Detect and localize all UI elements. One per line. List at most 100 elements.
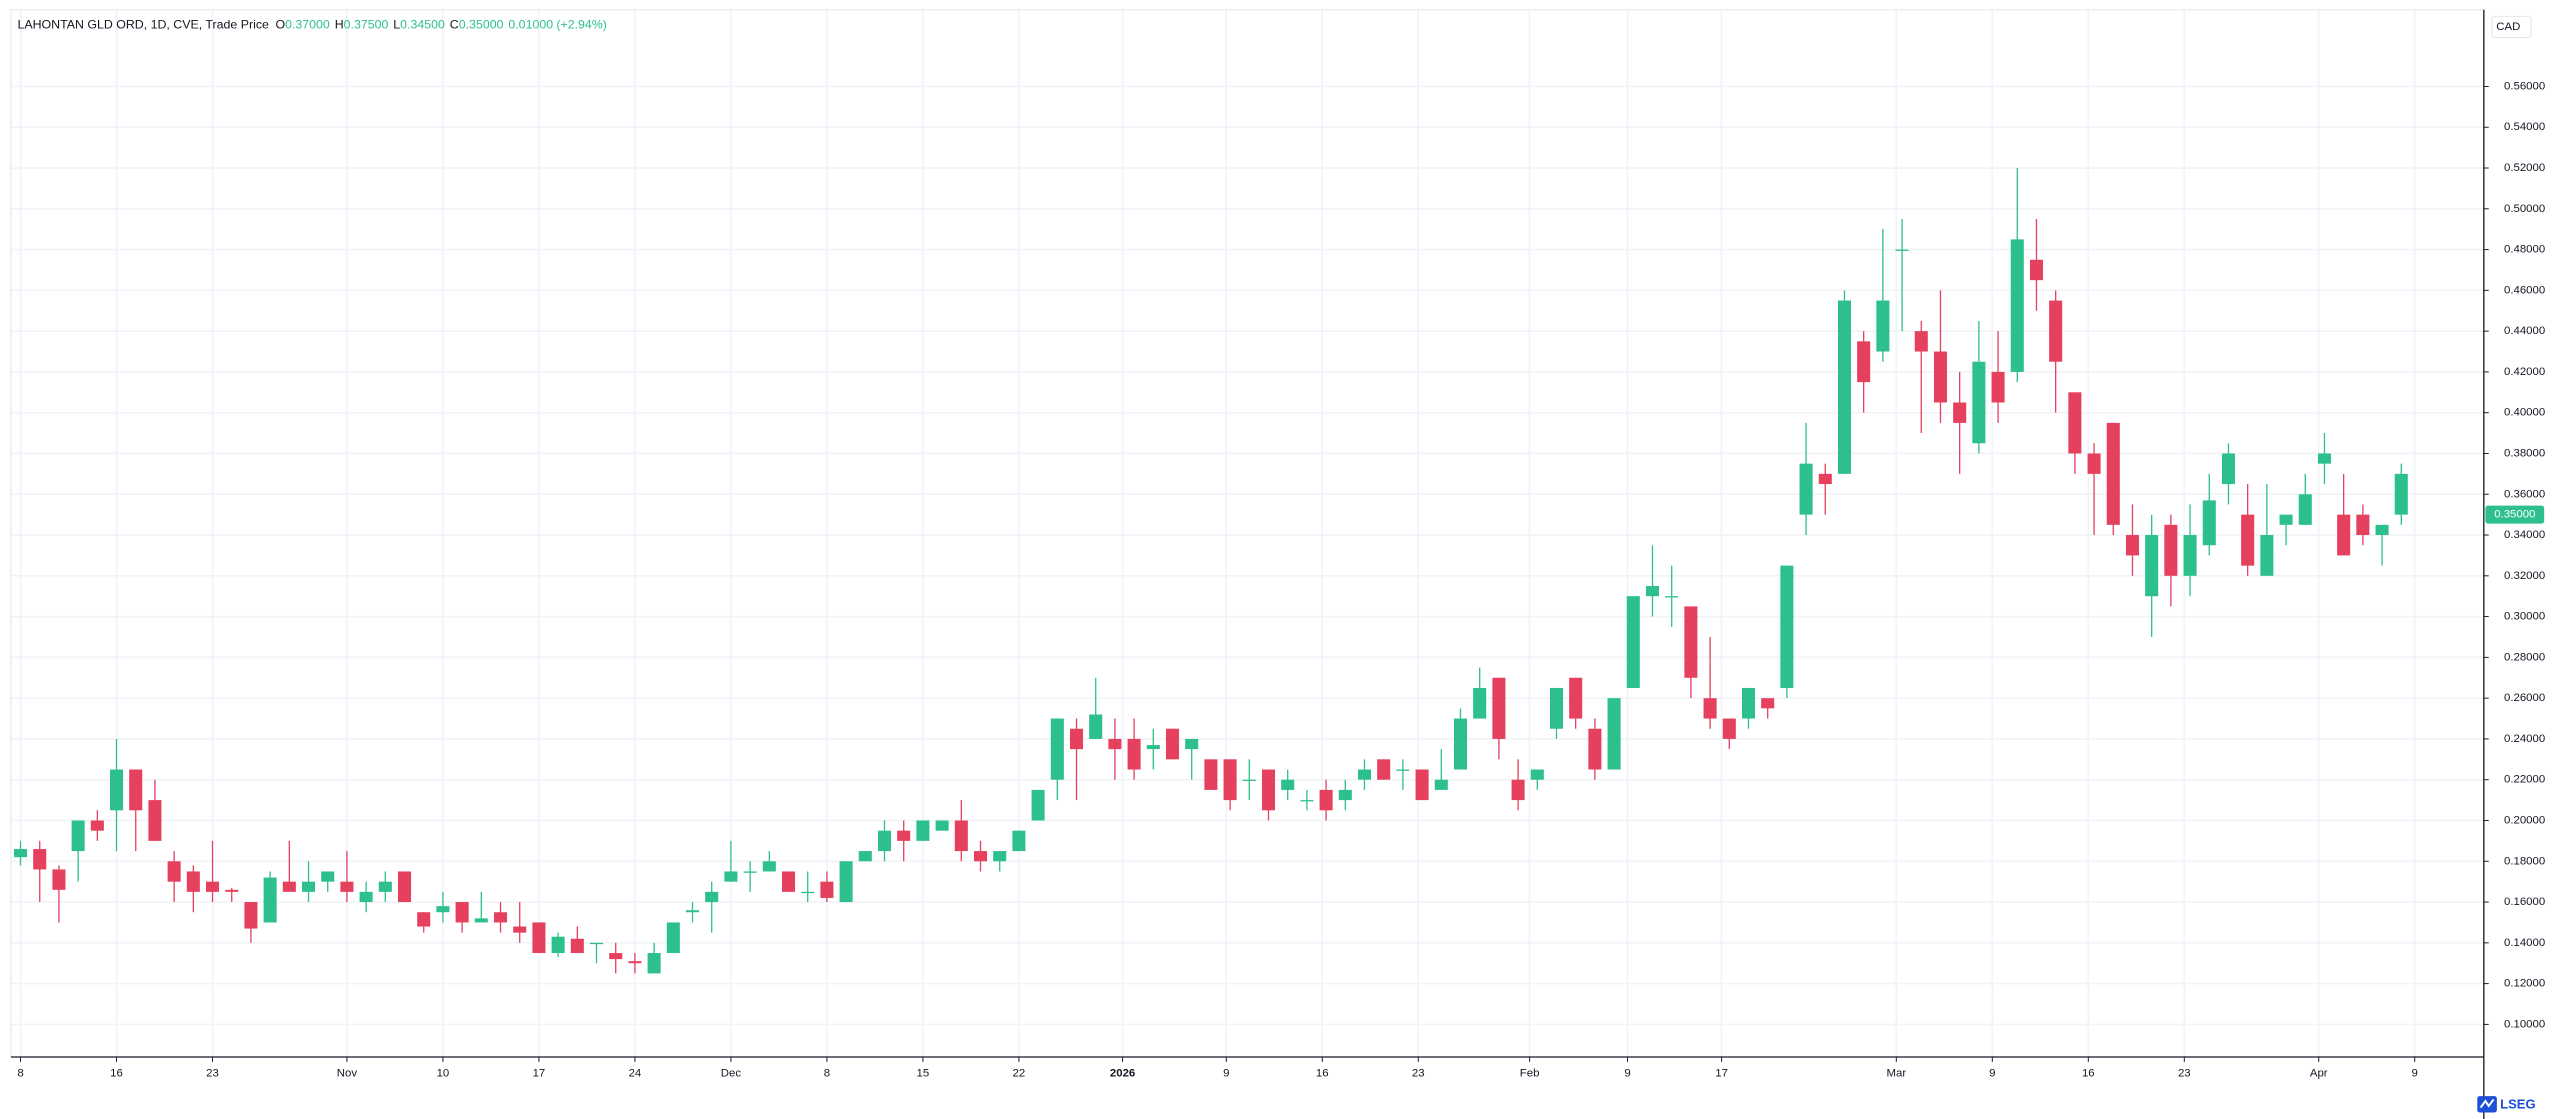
brand-icon-mark (2479, 1098, 2495, 1109)
candle-body (244, 902, 258, 929)
x-tick-label: 17 (1715, 1067, 1728, 1079)
candle-body (1089, 714, 1103, 739)
candle-body (301, 881, 316, 892)
legend-value: 0.37500 (344, 18, 389, 32)
candle-body (1242, 779, 1256, 782)
x-tick-label: 23 (1412, 1067, 1425, 1079)
currency-box (2491, 15, 2532, 39)
candle-body (1818, 473, 1832, 485)
candle-body (916, 820, 930, 841)
x-tick-label: Feb (1520, 1067, 1540, 1079)
candle-body (532, 922, 546, 954)
candle-body (436, 906, 450, 913)
candle-body (417, 912, 431, 927)
legend-change: 0.01000 (508, 18, 553, 32)
candle-body (282, 881, 296, 892)
y-tick-label: 0.28000 (2504, 651, 2545, 663)
last-price-tag (2485, 505, 2545, 524)
candle-body (2317, 453, 2331, 464)
y-tick-label: 0.44000 (2504, 325, 2545, 337)
candle-body (359, 891, 373, 903)
y-tick-label: 0.22000 (2504, 774, 2545, 786)
y-tick-label: 0.56000 (2504, 80, 2545, 92)
candle-body (1146, 745, 1160, 750)
candle-body (666, 922, 680, 954)
candle-body (1338, 789, 1352, 801)
x-tick-label: Dec (721, 1067, 742, 1079)
legend-key: O (275, 18, 285, 32)
candle-body (1185, 738, 1199, 750)
candle-body (2068, 392, 2082, 454)
candle-body (993, 851, 1007, 862)
candle-body (2394, 473, 2408, 515)
candle-body (1722, 718, 1736, 739)
candle-body (1204, 759, 1218, 790)
x-tick-label: 9 (2412, 1067, 2418, 1079)
x-tick-label: 23 (206, 1067, 219, 1079)
candle-body (1953, 402, 1967, 423)
candle-body (1050, 718, 1064, 780)
y-tick-label: 0.52000 (2504, 162, 2545, 174)
candle-body (762, 861, 776, 872)
y-tick-label: 0.46000 (2504, 284, 2545, 296)
candle-body (1914, 331, 1928, 352)
y-tick-label: 0.50000 (2504, 203, 2545, 215)
candle-body (14, 849, 28, 858)
candle-body (1319, 789, 1333, 811)
x-tick-label: 23 (2178, 1067, 2191, 1079)
legend-key: L (393, 18, 400, 32)
candle-body (186, 871, 200, 892)
candle-body (1549, 687, 1564, 729)
y-tick-label: 0.18000 (2504, 855, 2545, 867)
y-tick-label: 0.40000 (2504, 407, 2545, 419)
candle-body (1377, 759, 1391, 780)
candle-body (1684, 606, 1698, 678)
y-tick-label: 0.32000 (2504, 570, 2545, 582)
candle-body (455, 902, 469, 923)
candle-body (378, 881, 392, 892)
legend-key: C (450, 18, 459, 32)
candle-body (1665, 596, 1679, 598)
candle-body (90, 820, 104, 831)
candle-body (263, 877, 277, 923)
candle-body (1837, 300, 1852, 474)
candle-body (628, 961, 642, 964)
candle-body (2375, 524, 2389, 536)
candle-body (1281, 779, 1295, 790)
candle-body (1069, 728, 1084, 750)
candle-body (1741, 687, 1756, 719)
legend-key: H (335, 18, 344, 32)
candle-body (1415, 769, 1429, 801)
x-tick-label: 10 (437, 1067, 450, 1079)
candle-body (1492, 677, 1506, 739)
candle-body (954, 820, 968, 852)
candle-body (647, 953, 661, 974)
candle-body (1991, 371, 2005, 403)
candle-body (1933, 351, 1948, 403)
candle-body (2221, 453, 2235, 485)
candle-body (1261, 769, 1276, 811)
candle-body (1165, 728, 1180, 760)
candle-body (2241, 514, 2255, 566)
candle-body (321, 871, 335, 882)
candle-body (1300, 800, 1314, 802)
legend-value: 0.37000 (285, 18, 330, 32)
candle-body (2125, 535, 2139, 556)
candle-body (2010, 239, 2024, 372)
candle-body (1473, 687, 1487, 719)
legend-value: 0.34500 (400, 18, 445, 32)
candle-body (52, 869, 66, 890)
x-tick-label: Apr (2310, 1067, 2328, 1079)
y-tick-label: 0.24000 (2504, 733, 2545, 745)
candle-body (1895, 249, 1909, 251)
candles (14, 168, 2408, 974)
candle-body (609, 953, 623, 960)
candle-body (1972, 361, 1986, 444)
candle-body (589, 942, 604, 945)
candle-body (1453, 718, 1468, 770)
candle-body (513, 926, 527, 933)
legend-change-pct: (+2.94%) (556, 18, 607, 32)
candle-body (1357, 769, 1372, 780)
candle-body (2356, 514, 2370, 536)
